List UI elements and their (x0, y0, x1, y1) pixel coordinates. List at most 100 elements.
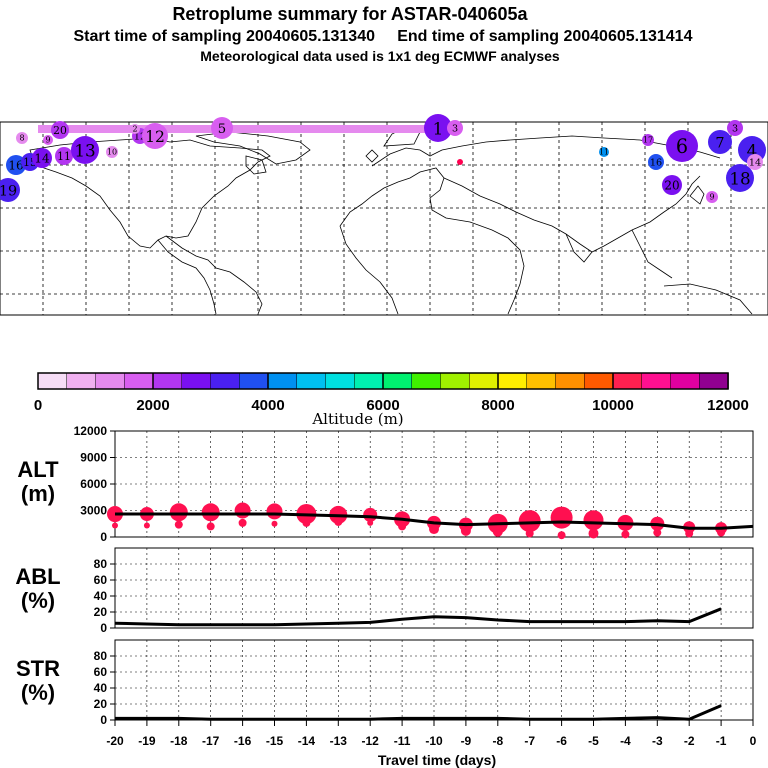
y-tick-label: 9000 (80, 451, 107, 465)
trajectory-label: 1 (433, 118, 444, 138)
time-series-panels: 030006000900012000ALT(m)020406080ABL(%)0… (15, 424, 756, 748)
x-tick-label: -7 (524, 734, 535, 748)
altitude-point (588, 528, 599, 539)
colorbar-cell (612, 372, 643, 390)
y-tick-label: 6000 (80, 477, 107, 491)
y-tick-label: 80 (94, 649, 108, 663)
trajectory-marker: 18 (726, 164, 754, 192)
altitude-point (112, 522, 118, 529)
colorbar-cell (699, 372, 729, 390)
trajectory-label: 7 (715, 135, 724, 151)
colorbar-cell (124, 372, 154, 390)
coastline-british-isles (365, 149, 379, 163)
colorbar-cell (66, 372, 97, 390)
colorbar-tick-label: 4000 (251, 397, 284, 414)
altitude-point (174, 520, 183, 529)
colorbar-tick-label: 6000 (366, 397, 399, 414)
trajectory-label: 3 (732, 124, 738, 135)
panel-str: 0 20 40 60 80 STR(%) (16, 639, 754, 727)
colorbar-frame (37, 372, 729, 390)
y-tick-label: 0 (100, 713, 107, 727)
x-tick-label: -6 (556, 734, 567, 748)
y-tick-label: 0 (100, 530, 107, 544)
trajectory-label: 11 (599, 147, 609, 156)
plume-band (38, 125, 458, 133)
trajectory-marker: 1 (424, 114, 452, 142)
trajectory-marker: 11 (599, 147, 609, 157)
y-tick-label: 12000 (74, 424, 108, 438)
series-line (115, 512, 754, 530)
coastline-hudson (245, 155, 267, 175)
altitude-point (363, 507, 378, 522)
panel-title: ALT (17, 457, 59, 482)
x-tick-label: -13 (330, 734, 348, 748)
coastline-japan (689, 185, 705, 205)
trajectory-marker: 14 (32, 148, 52, 168)
series-line (114, 607, 722, 627)
trajectory-marker: 20 (662, 175, 682, 195)
trajectory-label: 13 (74, 140, 95, 160)
coastline-south-america-west (157, 239, 217, 315)
trajectory-marker: 16 (6, 155, 26, 175)
met-data-note: Meteorological data used is 1x1 deg ECMW… (200, 48, 560, 64)
trajectory-marker: 14 (747, 154, 763, 170)
y-tick-label: 80 (94, 557, 108, 571)
panel-unit: (m) (21, 481, 55, 506)
trajectory-marker: 17 (642, 134, 654, 146)
colorbar-cell (210, 372, 240, 390)
colorbar-cell (382, 372, 413, 390)
x-tick-label: -1 (716, 734, 727, 748)
x-tick-label: -2 (684, 734, 695, 748)
trajectory-label: 5 (218, 122, 226, 137)
colorbar-cell (354, 372, 384, 390)
y-tick-label: 20 (94, 605, 108, 619)
altitude-point (234, 502, 251, 519)
colorbar-tick-label: 10000 (592, 397, 634, 414)
altitude-point (143, 522, 150, 529)
coastline-north-america (29, 137, 271, 249)
colorbar-tick-labels: 0 2000 4000 6000 8000 10000 12000 (34, 397, 749, 414)
altitude-point (238, 518, 247, 527)
colorbar-cells (37, 372, 729, 390)
colorbar-cell (37, 372, 68, 390)
trajectory-marker: 3 (447, 120, 463, 136)
x-tick-label: -16 (234, 734, 252, 748)
coastline-southeast-asia (631, 229, 673, 279)
y-tick-label: 0 (100, 621, 107, 635)
map-frame (0, 121, 768, 316)
trajectory-label: 14 (34, 152, 50, 166)
y-tick-label: 40 (94, 589, 108, 603)
trajectory-label: 9 (709, 193, 714, 202)
release-site-marker (457, 159, 463, 165)
coastline-west-africa (339, 225, 399, 315)
altitude-point (717, 528, 726, 537)
trajectory-marker: 6 (666, 130, 698, 162)
colorbar-tick-label: 12000 (707, 397, 749, 414)
x-tick-label: -20 (106, 734, 124, 748)
panel-unit: (%) (21, 680, 55, 705)
series-line (115, 704, 722, 721)
x-axis-label: Travel time (days) (378, 752, 496, 768)
figure-title: Retroplume summary for ASTAR-040605a (172, 4, 528, 24)
altitude-point (429, 524, 439, 535)
panel-abl: 0 20 40 60 80 ABL(%) (15, 547, 754, 635)
colorbar-cell (497, 372, 528, 390)
colorbar-cell (555, 372, 585, 390)
x-tick-labels: -20 -19 -18 -17 -16 -15 -14 -13 -12 -11 -10 -9 -8 -7-… (106, 720, 757, 748)
trajectory-label: 20 (664, 179, 679, 193)
trajectory-marker: 3 (727, 120, 743, 136)
altitude-point (492, 526, 503, 537)
x-tick-label: -14 (298, 734, 316, 748)
trajectory-marker: 12 (142, 123, 168, 149)
trajectory-label: 14 (749, 158, 761, 169)
trajectory-label: 19 (0, 183, 17, 199)
trajectory-marker: 9 (706, 191, 718, 203)
panel-title: STR (16, 656, 60, 681)
colorbar-cell (469, 372, 499, 390)
y-tick-label: 60 (94, 665, 108, 679)
altitude-point (460, 525, 471, 536)
altitude-point (653, 528, 662, 537)
